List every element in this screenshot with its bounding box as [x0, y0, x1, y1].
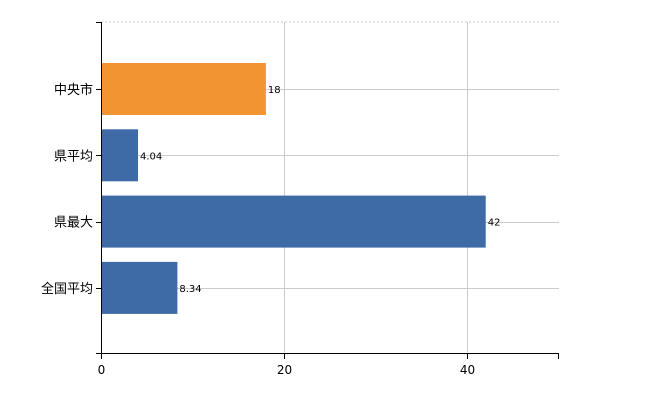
- axis-layer: [96, 22, 559, 359]
- bar-2: [101, 195, 486, 248]
- value-label-0: 18: [268, 85, 281, 96]
- bar-0: [101, 63, 266, 115]
- category-label-1: 県平均: [54, 149, 93, 164]
- label-layer: 18 中央市 4.04 県平均 42 県最大 8.34 全国平均 0 20 40: [41, 82, 500, 377]
- bar-layer: [101, 63, 486, 314]
- bar-1: [101, 129, 139, 182]
- bar-3: [101, 261, 178, 314]
- value-label-3: 8.34: [179, 284, 201, 295]
- value-label-2: 42: [488, 218, 501, 229]
- x-tick-label-40: 40: [460, 363, 475, 377]
- category-label-3: 全国平均: [41, 281, 93, 297]
- value-label-1: 4.04: [140, 151, 162, 162]
- category-label-2: 県最大: [54, 216, 93, 231]
- x-tick-label-0: 0: [98, 363, 106, 377]
- x-tick-label-20: 20: [277, 363, 292, 377]
- category-label-0: 中央市: [54, 82, 93, 98]
